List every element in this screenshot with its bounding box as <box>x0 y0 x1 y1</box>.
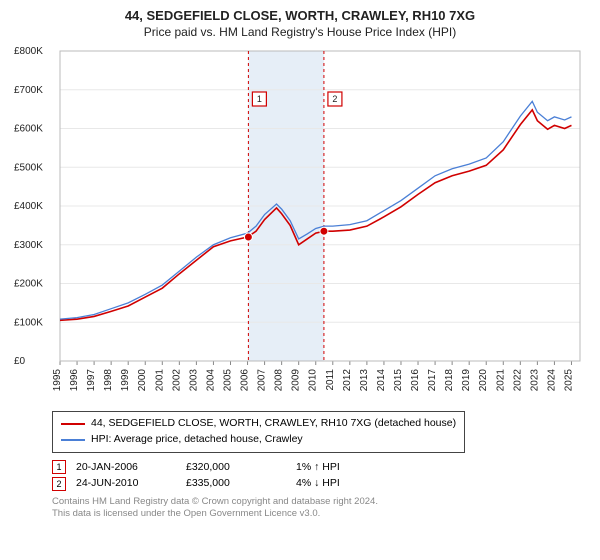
svg-text:2014: 2014 <box>376 369 387 392</box>
svg-text:2: 2 <box>332 94 337 104</box>
chart-title: 44, SEDGEFIELD CLOSE, WORTH, CRAWLEY, RH… <box>12 8 588 23</box>
chart-subtitle: Price paid vs. HM Land Registry's House … <box>12 25 588 39</box>
svg-text:£200K: £200K <box>14 279 43 290</box>
svg-text:£0: £0 <box>14 356 26 367</box>
legend-swatch <box>61 423 85 425</box>
chart-area: £0 £100K £200K £300K £400K £500K £600K £700K £80… <box>12 45 588 405</box>
transaction-row: 1 20-JAN-2006 £320,000 1% ↑ HPI <box>52 459 588 476</box>
transaction-delta: 1% ↑ HPI <box>296 459 396 476</box>
svg-text:2001: 2001 <box>154 369 165 392</box>
svg-text:2013: 2013 <box>359 369 370 392</box>
transaction-marker: 2 <box>52 477 66 491</box>
svg-text:2009: 2009 <box>291 369 302 392</box>
transaction-date: 20-JAN-2006 <box>76 459 176 476</box>
svg-text:2011: 2011 <box>325 369 336 391</box>
svg-text:2017: 2017 <box>427 369 438 392</box>
svg-text:£400K: £400K <box>14 201 43 212</box>
legend-row: 44, SEDGEFIELD CLOSE, WORTH, CRAWLEY, RH… <box>61 416 456 432</box>
svg-text:2004: 2004 <box>205 369 216 392</box>
svg-text:£500K: £500K <box>14 162 43 173</box>
svg-text:1: 1 <box>257 94 262 104</box>
svg-text:2024: 2024 <box>546 369 557 392</box>
svg-text:2019: 2019 <box>461 369 472 392</box>
transactions-table: 1 20-JAN-2006 £320,000 1% ↑ HPI 2 24-JUN-2010… <box>52 459 588 493</box>
svg-text:1999: 1999 <box>120 369 131 392</box>
svg-text:2023: 2023 <box>529 369 540 392</box>
svg-text:2025: 2025 <box>563 369 574 392</box>
legend-swatch <box>61 439 85 441</box>
transaction-price: £320,000 <box>186 459 286 476</box>
svg-text:1998: 1998 <box>103 369 114 392</box>
legend-label: 44, SEDGEFIELD CLOSE, WORTH, CRAWLEY, RH… <box>91 416 456 432</box>
svg-text:2005: 2005 <box>222 369 233 392</box>
svg-text:2003: 2003 <box>188 369 199 392</box>
footnote: Contains HM Land Registry data © Crown c… <box>52 496 588 521</box>
legend: 44, SEDGEFIELD CLOSE, WORTH, CRAWLEY, RH… <box>52 411 465 453</box>
line-chart-svg: £0 £100K £200K £300K £400K £500K £600K £700K £80… <box>12 45 588 405</box>
transaction-marker: 1 <box>52 460 66 474</box>
svg-text:1997: 1997 <box>86 369 97 392</box>
svg-text:2015: 2015 <box>393 369 404 392</box>
svg-text:2010: 2010 <box>308 369 319 392</box>
transaction-date: 24-JUN-2010 <box>76 475 176 492</box>
svg-text:£800K: £800K <box>14 46 43 57</box>
svg-text:2006: 2006 <box>240 369 251 392</box>
svg-text:2000: 2000 <box>137 369 148 392</box>
transaction-row: 2 24-JUN-2010 £335,000 4% ↓ HPI <box>52 475 588 492</box>
svg-text:2022: 2022 <box>512 369 523 392</box>
svg-text:£600K: £600K <box>14 124 43 135</box>
footnote-line2: This data is licensed under the Open Gov… <box>52 508 588 520</box>
svg-text:2016: 2016 <box>410 369 421 392</box>
transaction-price: £335,000 <box>186 475 286 492</box>
legend-label: HPI: Average price, detached house, Craw… <box>91 432 303 448</box>
svg-text:£300K: £300K <box>14 240 43 251</box>
svg-text:1995: 1995 <box>52 369 63 392</box>
svg-text:2002: 2002 <box>171 369 182 392</box>
footnote-line1: Contains HM Land Registry data © Crown c… <box>52 496 588 508</box>
transaction-delta: 4% ↓ HPI <box>296 475 396 492</box>
svg-text:2007: 2007 <box>257 369 268 392</box>
chart-container: { "title": "44, SEDGEFIELD CLOSE, WORTH,… <box>0 0 600 560</box>
svg-text:1996: 1996 <box>69 369 80 392</box>
svg-text:£700K: £700K <box>14 85 43 96</box>
svg-text:2008: 2008 <box>274 369 285 392</box>
svg-text:2012: 2012 <box>342 369 353 392</box>
svg-text:2018: 2018 <box>444 369 455 392</box>
svg-text:2021: 2021 <box>495 369 506 392</box>
svg-text:2020: 2020 <box>478 369 489 392</box>
legend-row: HPI: Average price, detached house, Craw… <box>61 432 456 448</box>
svg-text:£100K: £100K <box>14 317 43 328</box>
